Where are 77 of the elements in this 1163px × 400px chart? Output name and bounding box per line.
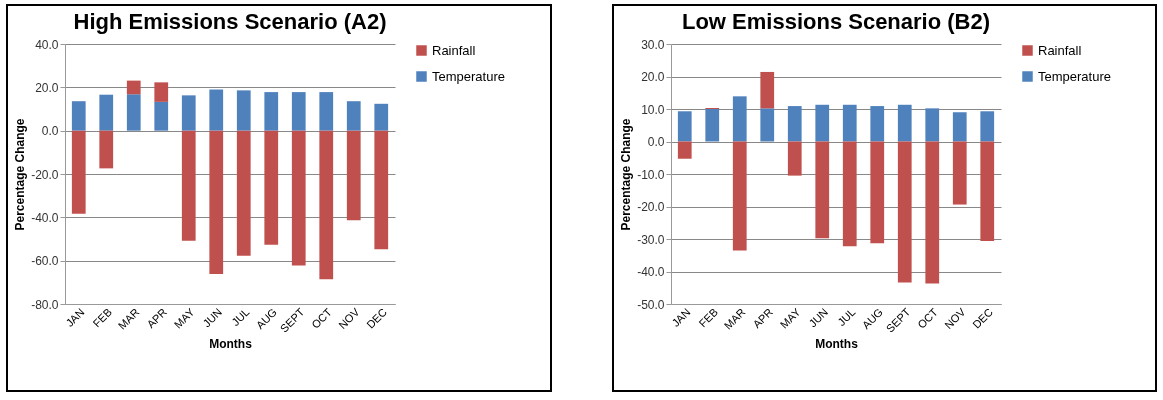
- bar: [842, 104, 857, 142]
- bar: [979, 141, 994, 241]
- bar: [236, 130, 251, 256]
- y-tick-label: -10.0: [636, 167, 665, 182]
- y-tick-label: 0.0: [41, 124, 59, 139]
- bar: [814, 104, 829, 142]
- bar: [759, 71, 774, 109]
- y-tick-label: -80.0: [31, 297, 59, 312]
- bar: [346, 130, 361, 221]
- chart-title: High Emissions Scenario (A2): [73, 9, 387, 34]
- legend-label: Rainfall: [1037, 42, 1081, 58]
- bar: [181, 95, 196, 131]
- y-tick-label: 40.0: [35, 37, 59, 52]
- bar: [71, 101, 86, 131]
- bar: [787, 106, 802, 142]
- bar: [704, 109, 719, 142]
- bar: [869, 106, 884, 142]
- x-axis-title: Months: [209, 336, 253, 351]
- bar: [814, 141, 829, 239]
- y-tick-label: -40.0: [31, 210, 59, 225]
- y-tick-label: -30.0: [636, 232, 665, 247]
- bar: [99, 94, 114, 131]
- x-tick-label: FEB: [695, 305, 720, 330]
- bar: [677, 111, 692, 142]
- legend-label: Temperature: [1037, 68, 1111, 84]
- legend-label: Temperature: [432, 68, 505, 84]
- bar: [952, 112, 967, 142]
- legend-label: Rainfall: [432, 42, 476, 58]
- bar: [319, 92, 334, 131]
- y-tick-label: 0.0: [647, 135, 665, 149]
- bar: [154, 82, 169, 102]
- bar: [209, 89, 224, 131]
- bar: [374, 130, 389, 250]
- bar: [787, 141, 802, 176]
- x-axis-title: Months: [814, 336, 858, 351]
- y-axis-title: Percentage Change: [618, 118, 633, 231]
- bar: [979, 111, 994, 142]
- x-tick-label: JUL: [229, 305, 252, 329]
- bar: [209, 130, 224, 274]
- bar: [346, 101, 361, 131]
- bar: [236, 90, 251, 131]
- bar: [842, 141, 857, 247]
- x-tick-label: JUL: [834, 305, 858, 329]
- bar: [264, 92, 279, 131]
- bar: [126, 94, 141, 131]
- bar: [291, 92, 306, 131]
- bar: [291, 130, 306, 266]
- y-tick-label: -20.0: [31, 167, 59, 182]
- bar: [924, 108, 939, 142]
- x-tick-label: FEB: [90, 305, 115, 330]
- y-tick-label: -40.0: [636, 265, 665, 279]
- bar: [154, 101, 169, 131]
- bar: [374, 103, 389, 131]
- bar: [924, 141, 939, 284]
- bar: [952, 141, 967, 205]
- y-axis-title: Percentage Change: [13, 118, 28, 231]
- bar: [732, 141, 747, 251]
- chart-title: Low Emissions Scenario (B2): [681, 9, 990, 34]
- bar: [264, 130, 279, 245]
- y-tick-label: 30.0: [640, 37, 665, 52]
- bar: [869, 141, 884, 244]
- y-tick-label: 20.0: [640, 70, 665, 84]
- y-tick-label: 10.0: [640, 102, 665, 117]
- bar: [99, 130, 114, 169]
- y-tick-label: -60.0: [31, 254, 59, 269]
- bar: [732, 96, 747, 142]
- bar: [181, 130, 196, 241]
- bar: [759, 108, 774, 142]
- bar: [319, 130, 334, 280]
- y-tick-label: 20.0: [35, 80, 59, 95]
- y-tick-label: -50.0: [636, 297, 665, 312]
- bar: [677, 141, 692, 159]
- bar: [897, 104, 912, 142]
- bar: [126, 80, 141, 95]
- y-tick-label: -20.0: [636, 200, 665, 214]
- bar: [897, 141, 912, 283]
- bar: [71, 130, 86, 214]
